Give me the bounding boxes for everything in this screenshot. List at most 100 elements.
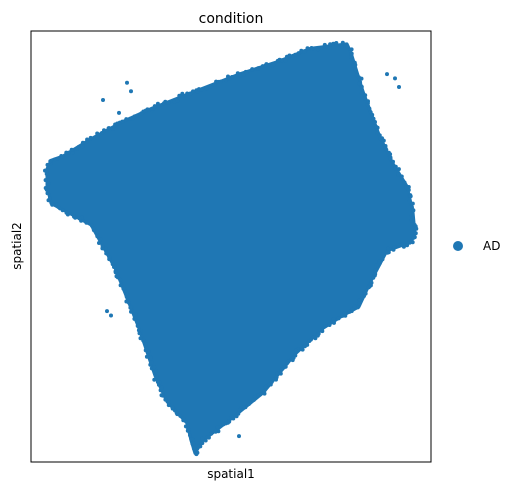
scatter-point bbox=[199, 87, 204, 92]
legend: AD bbox=[453, 239, 500, 253]
scatter-point bbox=[256, 393, 260, 398]
scatter-point bbox=[159, 385, 164, 390]
scatter-point bbox=[256, 66, 261, 71]
scatter-point bbox=[331, 41, 336, 46]
scatter-point bbox=[152, 377, 157, 382]
plot-frame bbox=[30, 30, 432, 463]
scatter-point bbox=[136, 328, 141, 333]
scatter-point bbox=[237, 408, 242, 413]
scatter-point bbox=[399, 174, 404, 179]
scatter-point bbox=[238, 73, 243, 78]
scatter-point bbox=[43, 186, 48, 190]
scatter-point bbox=[204, 85, 209, 90]
scatter-point bbox=[388, 152, 393, 157]
scatter-point bbox=[386, 246, 390, 251]
scatter-point bbox=[77, 216, 82, 221]
scatter-point bbox=[135, 113, 139, 118]
scatter-point bbox=[414, 226, 419, 231]
scatter-point bbox=[191, 89, 195, 94]
scatter-point bbox=[362, 96, 367, 101]
scatter-point bbox=[353, 62, 358, 67]
scatter-point bbox=[120, 119, 125, 124]
scatter-point-outlier bbox=[409, 218, 413, 223]
scatter-point bbox=[107, 126, 112, 131]
scatter-point bbox=[371, 275, 376, 280]
scatter-point bbox=[60, 154, 65, 159]
scatter-point bbox=[315, 333, 320, 338]
outlier-points-ad bbox=[101, 72, 413, 439]
scatter-point bbox=[166, 100, 171, 105]
scatter-point bbox=[209, 431, 214, 436]
scatter-point bbox=[124, 294, 129, 299]
scatter-point bbox=[365, 103, 370, 108]
scatter-point bbox=[118, 283, 123, 288]
scatter-point bbox=[91, 226, 96, 231]
scatter-point bbox=[111, 127, 115, 131]
scatter-point bbox=[320, 329, 325, 334]
scatter-point bbox=[98, 237, 103, 242]
scatter-point bbox=[271, 62, 276, 67]
scatter-point bbox=[377, 133, 382, 138]
scatter-point bbox=[203, 438, 208, 443]
scatter-point bbox=[218, 79, 223, 84]
scatter-point bbox=[332, 320, 336, 325]
scatter-point bbox=[374, 263, 379, 268]
scatter-point bbox=[76, 144, 81, 149]
scatter-point bbox=[327, 322, 332, 327]
scatter-point bbox=[166, 403, 171, 408]
scatter-point bbox=[229, 415, 234, 420]
scatter-point bbox=[408, 194, 413, 199]
scatter-point bbox=[44, 168, 49, 173]
scatter-point bbox=[143, 342, 148, 347]
scatter-point bbox=[360, 295, 365, 300]
scatter-point bbox=[381, 138, 386, 143]
scatter-point bbox=[396, 243, 401, 248]
scatter-point bbox=[144, 346, 149, 351]
scatter-point bbox=[334, 41, 339, 45]
scatter-point bbox=[359, 84, 364, 89]
legend-label-ad: AD bbox=[483, 239, 500, 253]
scatter-point bbox=[345, 44, 350, 49]
scatter-point bbox=[50, 202, 55, 207]
scatter-point bbox=[99, 131, 104, 135]
scatter-point bbox=[404, 185, 409, 190]
scatter-point bbox=[213, 429, 218, 434]
scatter-point bbox=[370, 112, 375, 117]
scatter-point bbox=[372, 120, 377, 125]
scatter-point bbox=[149, 360, 154, 365]
scatter-point bbox=[327, 45, 332, 50]
scatter-point bbox=[64, 210, 69, 215]
scatter-point bbox=[215, 425, 220, 430]
scatter-point bbox=[102, 128, 106, 133]
scatter-point bbox=[145, 107, 150, 112]
scatter-point bbox=[206, 435, 211, 440]
scatter-point bbox=[374, 125, 379, 129]
scatter-point-outlier bbox=[397, 85, 401, 89]
scatter-point bbox=[279, 58, 284, 63]
scatter-point bbox=[72, 214, 76, 219]
scatter-point bbox=[100, 246, 105, 251]
scatter-point bbox=[363, 93, 368, 98]
scatter-point bbox=[302, 344, 307, 349]
scatter-point bbox=[411, 208, 416, 213]
scatter-point bbox=[85, 137, 90, 142]
scatter-point bbox=[221, 422, 226, 427]
scatter-point bbox=[359, 76, 364, 81]
scatter-point bbox=[196, 444, 201, 449]
scatter-point bbox=[380, 252, 385, 257]
scatter-point bbox=[355, 305, 360, 310]
scatter-point bbox=[150, 106, 155, 111]
scatter-point-outlier bbox=[393, 76, 397, 81]
scatter-point-outlier bbox=[109, 313, 113, 318]
scatter-point bbox=[336, 316, 341, 321]
scatter-point bbox=[391, 159, 395, 164]
scatter-point bbox=[80, 140, 85, 145]
scatter-point bbox=[396, 172, 401, 177]
scatter-point bbox=[319, 45, 324, 50]
scatter-point-outlier bbox=[101, 98, 105, 102]
scatter-point-outlier bbox=[385, 72, 389, 77]
scatter-point bbox=[178, 413, 183, 418]
scatter-point bbox=[95, 229, 100, 234]
scatter-point bbox=[290, 358, 295, 363]
scatter-point bbox=[283, 58, 288, 63]
